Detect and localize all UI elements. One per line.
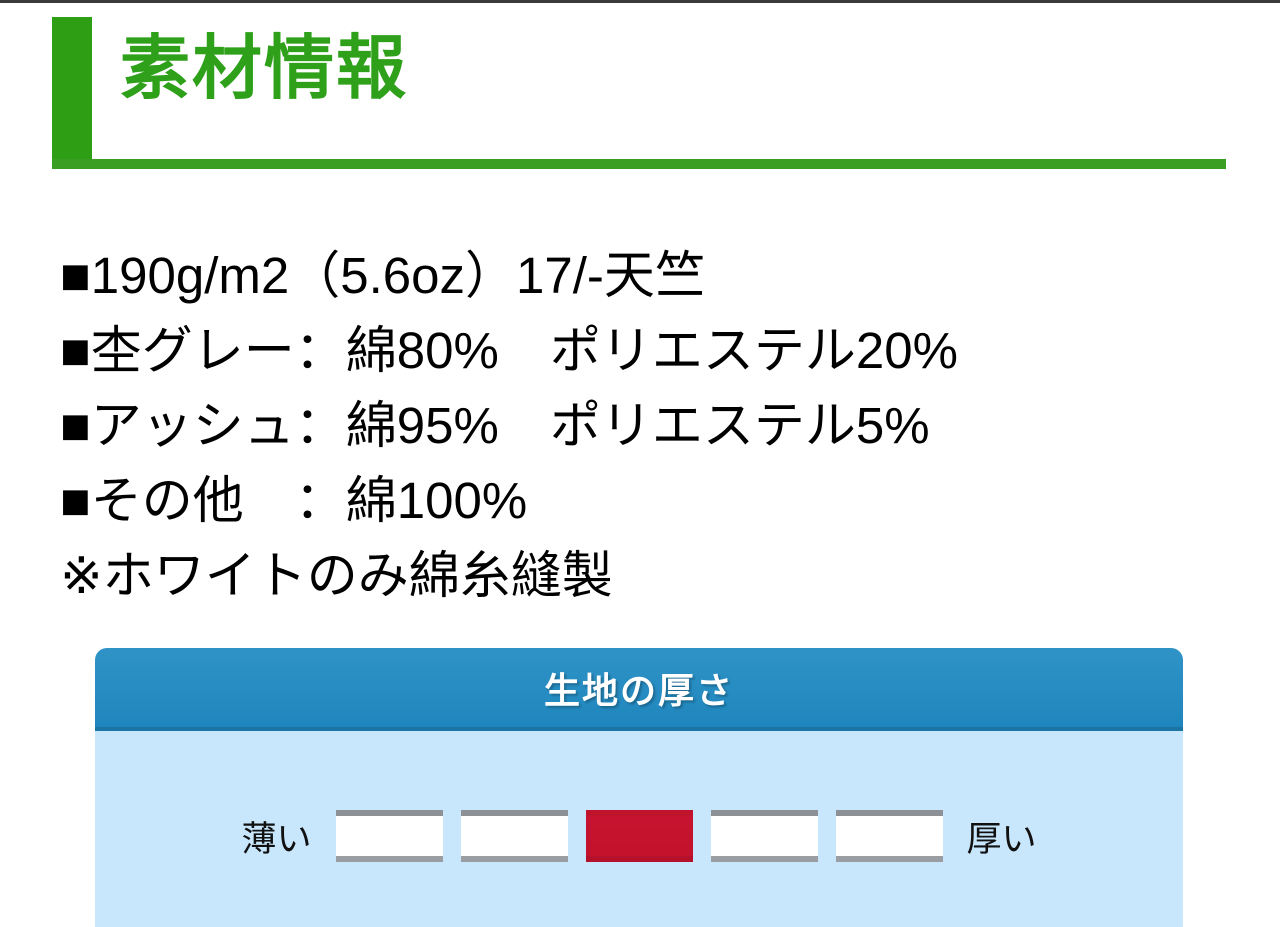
thickness-scale-boxes [335, 810, 943, 862]
fabric-thickness-body: 薄い 厚い [95, 731, 1183, 927]
top-divider [0, 0, 1280, 3]
fabric-thickness-panel: 生地の厚さ 薄い 厚い [95, 648, 1183, 927]
thickness-step-5 [835, 810, 943, 862]
thickness-step-2 [460, 810, 568, 862]
spec-line-weight: ■190g/m2（5.6oz）17/-天竺 [60, 247, 706, 304]
thickness-step-1 [335, 810, 443, 862]
thickness-label-thin: 薄い [241, 819, 312, 859]
spec-line-note: ※ホワイトのみ綿糸縫製 [60, 547, 613, 604]
heading-accent-bar-vertical [52, 17, 92, 169]
thickness-step-3-selected [585, 810, 693, 862]
spec-line-ash: ■アッシュ：綿95% ポリエステル5% [60, 397, 930, 454]
spec-line-other: ■その他 ：綿100% [60, 472, 528, 529]
section-heading: 素材情報 [0, 3, 1280, 173]
thickness-label-thick: 厚い [966, 819, 1037, 859]
spec-line-heather-gray: ■杢グレー：綿80% ポリエステル20% [60, 322, 958, 379]
fabric-thickness-title: 生地の厚さ [543, 669, 734, 711]
page-title: 素材情報 [120, 29, 408, 107]
heading-accent-bar-horizontal [52, 159, 1226, 169]
thickness-step-4 [710, 810, 818, 862]
material-spec-list: ■190g/m2（5.6oz）17/-天竺 ■杢グレー：綿80% ポリエステル2… [60, 238, 1240, 613]
fabric-thickness-header: 生地の厚さ [95, 648, 1183, 731]
thickness-scale: 薄い 厚い [95, 810, 1183, 862]
